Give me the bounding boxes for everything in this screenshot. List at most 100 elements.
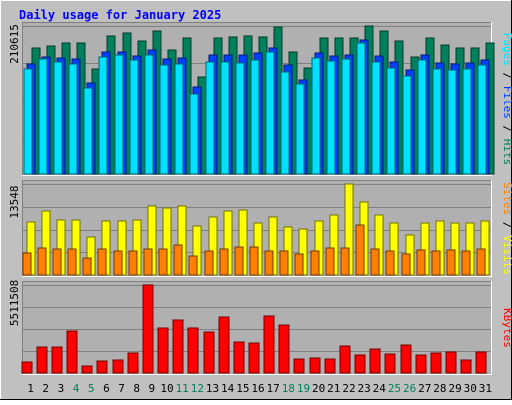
chart-title: Daily usage for January 2025 [19,8,221,22]
bar-sites-day-18 [279,250,289,276]
bar-sites-day-1 [22,252,32,276]
bar-pages-day-27 [417,59,427,175]
bar-kbytes-day-10 [157,327,169,374]
bar-kbytes-day-16 [248,342,260,374]
x-tick-day-30: 30 [464,382,477,395]
bar-kbytes-day-19 [293,358,305,374]
bar-sites-day-24 [370,248,380,276]
bar-kbytes-day-2 [36,346,48,374]
bar-sites-day-26 [401,253,411,276]
bar-sites-day-20 [310,250,320,276]
bar-pages-day-31 [477,64,487,175]
x-tick-day-25: 25 [388,382,401,395]
x-tick-day-17: 17 [267,382,280,395]
bar-sites-day-29 [446,249,456,276]
bar-pages-day-7 [114,54,124,175]
panel-kbytes: 5511508 KBytes [8,280,512,375]
bar-pages-day-11 [174,63,184,175]
bar-kbytes-day-25 [384,353,396,374]
panel-legend: Pages / Files / Hits [501,33,512,166]
panel-legend: Sites / Visits [501,182,512,275]
bar-kbytes-day-8 [127,352,139,374]
bar-sites-day-5 [82,257,92,276]
x-tick-day-27: 27 [418,382,431,395]
bar-kbytes-day-31 [475,351,487,374]
bar-sites-day-21 [325,247,335,276]
x-tick-day-13: 13 [206,382,219,395]
legend-item-hits: Hits [501,139,512,166]
bar-sites-day-27 [416,249,426,276]
panel-max-label: 13548 [8,185,21,218]
bar-kbytes-day-9 [142,284,154,374]
bar-kbytes-day-27 [415,354,427,374]
bar-sites-day-4 [67,248,77,276]
bar-kbytes-day-3 [51,346,63,374]
bar-sites-day-16 [249,246,259,276]
bar-pages-day-21 [326,60,336,175]
x-tick-day-9: 9 [149,382,156,395]
bar-kbytes-day-24 [369,348,381,374]
bar-kbytes-day-18 [278,324,290,374]
x-tick-day-3: 3 [58,382,65,395]
x-tick-day-5: 5 [88,382,95,395]
x-tick-day-10: 10 [160,382,173,395]
bar-pages-day-6 [98,56,108,175]
bar-pages-day-17 [265,51,275,175]
bar-sites-day-7 [113,250,123,276]
bar-pages-day-28 [432,68,442,175]
bar-sites-day-25 [385,250,395,276]
bar-sites-day-9 [143,248,153,276]
x-tick-day-15: 15 [236,382,249,395]
bar-pages-day-15 [235,62,245,175]
legend-item-files: Files [501,86,512,119]
bar-pages-day-16 [250,59,260,175]
bar-pages-day-19 [295,83,305,175]
bar-sites-day-14 [219,248,229,276]
bar-pages-day-14 [220,61,230,175]
bar-sites-day-2 [37,247,47,276]
bar-kbytes-day-21 [324,358,336,374]
x-tick-day-11: 11 [176,382,189,395]
x-tick-day-23: 23 [358,382,371,395]
x-tick-day-31: 31 [479,382,492,395]
panel-max-label: 210615 [8,24,21,64]
x-tick-day-16: 16 [251,382,264,395]
x-tick-day-2: 2 [42,382,49,395]
panel-visits_sites: 13548 Sites / Visits [8,180,512,277]
bar-pages-day-24 [371,61,381,175]
bar-pages-day-5 [83,87,93,175]
x-tick-day-8: 8 [133,382,140,395]
legend-separator: / [501,66,512,86]
legend-item-sites: Sites [501,182,512,215]
bar-kbytes-day-22 [339,345,351,374]
bar-sites-day-12 [188,255,198,276]
bar-sites-day-17 [264,250,274,276]
x-tick-day-6: 6 [103,382,110,395]
legend-item-visits: Visits [501,235,512,275]
legend-separator: / [501,119,512,139]
x-tick-day-19: 19 [297,382,310,395]
bar-pages-day-30 [462,68,472,175]
x-tick-day-21: 21 [327,382,340,395]
bar-kbytes-day-28 [430,352,442,374]
bar-sites-day-8 [128,250,138,276]
bar-sites-day-31 [476,248,486,276]
bar-pages-day-4 [68,63,78,175]
bar-pages-day-20 [311,57,321,175]
x-tick-day-28: 28 [433,382,446,395]
bar-kbytes-day-14 [218,316,230,374]
bar-kbytes-day-13 [203,331,215,374]
bar-pages-day-22 [341,58,351,175]
bar-kbytes-day-7 [112,359,124,374]
bar-pages-day-1 [23,68,33,175]
x-tick-day-14: 14 [221,382,235,395]
bar-kbytes-day-11 [172,319,184,374]
bar-kbytes-day-20 [309,357,321,374]
x-tick-day-12: 12 [191,382,204,395]
x-tick-day-20: 20 [312,382,325,395]
bar-kbytes-day-23 [354,354,366,374]
x-tick-day-1: 1 [27,382,34,395]
bar-sites-day-23 [355,224,365,276]
bar-pages-day-8 [129,59,139,175]
